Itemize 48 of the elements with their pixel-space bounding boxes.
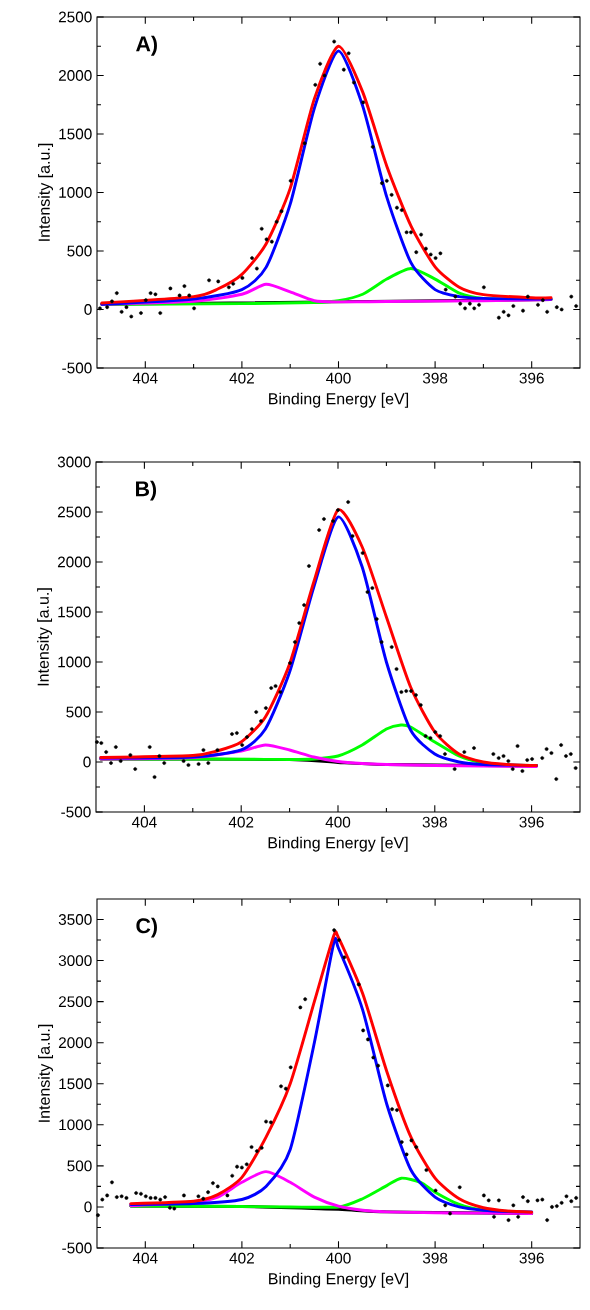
x-tick-label: 396 (519, 1252, 544, 1264)
x-tick-label: 398 (422, 816, 447, 828)
y-tick-label: 0 (84, 1201, 92, 1213)
y-tick-label: 1500 (59, 128, 92, 140)
y-tick-label: -500 (62, 1242, 92, 1254)
annotation: B) (136, 480, 157, 501)
x-tick-label: 402 (228, 816, 254, 828)
annotation: A) (136, 35, 157, 56)
y-tick-label: 1000 (58, 656, 91, 668)
y-axis-title: Intensity [a.u.] (38, 1024, 54, 1122)
y-tick-label: 500 (67, 245, 92, 257)
y-tick-label: 0 (84, 304, 92, 315)
y-tick-label: 2500 (58, 996, 92, 1008)
x-tick-label: 404 (132, 1252, 158, 1264)
x-tick-label: 404 (132, 372, 158, 384)
y-tick-label: 2000 (57, 556, 91, 568)
x-tick-label: 398 (422, 372, 448, 384)
x-tick-label: 402 (229, 372, 254, 384)
y-tick-label: 1500 (58, 606, 91, 618)
y-tick-label: 500 (66, 706, 91, 718)
x-tick-label: 396 (519, 372, 544, 384)
y-tick-label: 1000 (59, 187, 92, 198)
y-tick-label: 2500 (58, 11, 92, 23)
y-tick-label: 3000 (57, 456, 91, 468)
x-axis-title: Binding Energy [eV] (269, 392, 409, 408)
x-tick-label: 404 (131, 816, 157, 828)
y-tick-label: 2000 (58, 1037, 92, 1049)
y-tick-label: -500 (62, 362, 92, 374)
x-tick-label: 398 (422, 1252, 448, 1264)
annotation: C) (136, 917, 157, 938)
y-axis-title: Intensity [a.u.] (38, 143, 54, 241)
x-tick-label: 396 (519, 816, 544, 828)
x-tick-label: 400 (326, 1252, 351, 1264)
y-tick-label: 2000 (58, 70, 92, 81)
x-tick-label: 400 (326, 372, 351, 384)
x-tick-label: 400 (325, 816, 351, 828)
x-tick-label: 402 (229, 1252, 254, 1264)
y-tick-label: 3000 (58, 955, 92, 967)
y-tick-label: -500 (61, 806, 91, 818)
x-axis-title: Binding Energy [eV] (268, 836, 408, 852)
y-tick-label: 1000 (59, 1119, 92, 1131)
y-tick-label: 2500 (57, 506, 91, 518)
y-tick-label: 1500 (59, 1078, 92, 1090)
x-axis-title: Binding Energy [eV] (269, 1272, 409, 1288)
y-axis-title: Intensity [a.u.] (37, 588, 53, 686)
y-tick-label: 0 (83, 756, 91, 768)
y-tick-label: 3500 (58, 914, 92, 925)
y-tick-label: 500 (67, 1160, 92, 1172)
